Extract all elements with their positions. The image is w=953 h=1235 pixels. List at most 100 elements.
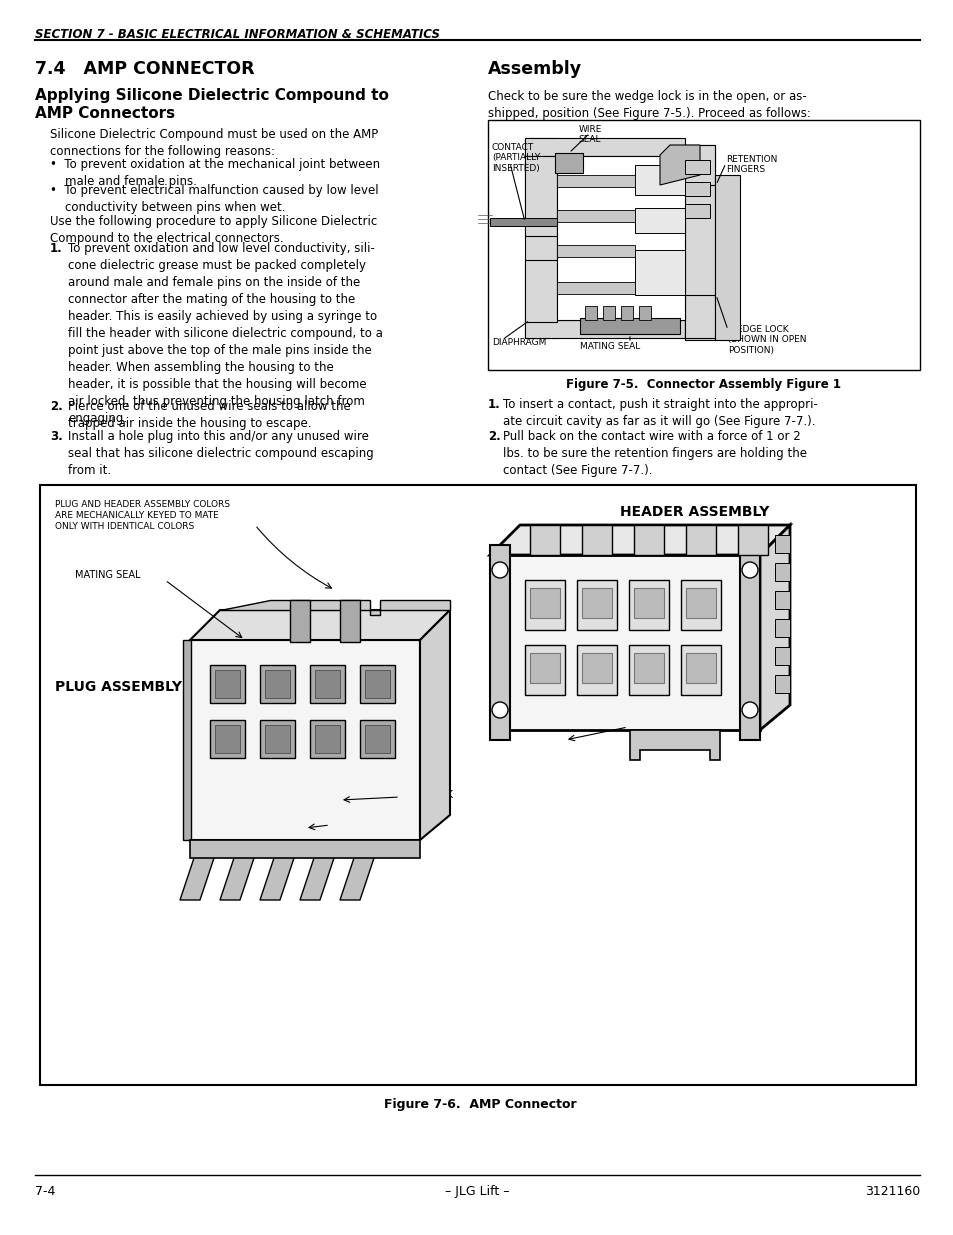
Polygon shape (740, 545, 760, 740)
Polygon shape (760, 525, 789, 730)
Bar (290, 600, 310, 642)
Polygon shape (524, 645, 564, 695)
Circle shape (492, 701, 507, 718)
Bar (774, 676, 789, 693)
Text: – JLG Lift –: – JLG Lift – (444, 1186, 509, 1198)
Polygon shape (299, 840, 339, 900)
Bar (639, 306, 650, 320)
Bar (190, 840, 419, 858)
Bar (581, 653, 612, 683)
Bar (365, 671, 390, 698)
Bar (265, 671, 290, 698)
Text: •  To prevent electrical malfunction caused by low level
    conductivity betwee: • To prevent electrical malfunction caus… (50, 184, 378, 214)
Bar (635, 249, 684, 295)
Polygon shape (310, 664, 345, 703)
Polygon shape (577, 645, 617, 695)
Bar (557, 245, 635, 257)
Bar (620, 306, 633, 320)
Text: HOUSING: HOUSING (316, 820, 363, 830)
Bar (579, 317, 679, 333)
Polygon shape (524, 580, 564, 630)
Polygon shape (210, 664, 245, 703)
Bar (524, 138, 684, 156)
Bar (557, 156, 684, 320)
Text: To insert a contact, push it straight into the appropri-
ate circuit cavity as f: To insert a contact, push it straight in… (502, 398, 817, 429)
Bar (584, 306, 597, 320)
Text: Pierce one of the unused wire seals to allow the
trapped air inside the housing : Pierce one of the unused wire seals to a… (68, 400, 351, 430)
Bar (214, 671, 240, 698)
Bar (524, 320, 684, 338)
Text: Check to be sure the wedge lock is in the open, or as-
shipped, position (See Fi: Check to be sure the wedge lock is in th… (488, 90, 810, 120)
Bar (265, 725, 290, 753)
Polygon shape (628, 580, 668, 630)
Circle shape (492, 562, 507, 578)
Polygon shape (310, 720, 345, 758)
Polygon shape (628, 645, 668, 695)
Polygon shape (419, 610, 450, 840)
Polygon shape (490, 525, 789, 555)
Bar (40, 485, 915, 1086)
Polygon shape (629, 730, 720, 760)
Text: WEDGE LOCK
(SHOWN IN OPEN
POSITION): WEDGE LOCK (SHOWN IN OPEN POSITION) (727, 325, 805, 354)
Bar (524, 156, 557, 236)
Text: MATING SEAL: MATING SEAL (579, 342, 639, 351)
Polygon shape (210, 720, 245, 758)
Text: Applying Silicone Dielectric Compound to
AMP Connectors: Applying Silicone Dielectric Compound to… (35, 88, 389, 121)
Text: SECTION 7 - BASIC ELECTRICAL INFORMATION & SCHEMATICS: SECTION 7 - BASIC ELECTRICAL INFORMATION… (35, 28, 439, 41)
Bar (714, 175, 740, 340)
Text: HEADER ASSEMBLY: HEADER ASSEMBLY (619, 505, 768, 519)
Text: Figure 7-5.  Connector Assembly Figure 1: Figure 7-5. Connector Assembly Figure 1 (566, 378, 841, 391)
Text: RETENTION
FINGERS: RETENTION FINGERS (725, 156, 777, 174)
Bar (488, 120, 919, 370)
Text: RETENTION LEG: RETENTION LEG (629, 720, 708, 730)
Polygon shape (190, 640, 419, 840)
Bar (634, 653, 663, 683)
Polygon shape (180, 840, 220, 900)
Polygon shape (490, 555, 760, 730)
Bar (684, 295, 714, 338)
Polygon shape (684, 182, 709, 196)
Polygon shape (359, 720, 395, 758)
Bar (684, 144, 714, 185)
Polygon shape (634, 525, 663, 555)
Bar (557, 175, 635, 186)
Bar (774, 647, 789, 664)
Bar (365, 725, 390, 753)
Text: MATING SEAL: MATING SEAL (75, 571, 140, 580)
Text: 3.: 3. (50, 430, 63, 443)
Polygon shape (260, 720, 294, 758)
Text: 1.: 1. (488, 398, 500, 411)
Text: WEDGE LOCK: WEDGE LOCK (387, 790, 453, 800)
Polygon shape (260, 840, 299, 900)
Bar (685, 653, 716, 683)
Bar (634, 588, 663, 618)
Polygon shape (680, 645, 720, 695)
Text: Silicone Dielectric Compound must be used on the AMP
connections for the followi: Silicone Dielectric Compound must be use… (50, 128, 377, 158)
Polygon shape (685, 525, 716, 555)
Bar (555, 153, 582, 173)
Bar (524, 261, 557, 322)
Polygon shape (220, 600, 450, 615)
Text: 1.: 1. (50, 242, 63, 254)
Polygon shape (581, 525, 612, 555)
Bar (339, 600, 359, 642)
Text: •  To prevent oxidation at the mechanical joint between
    male and female pins: • To prevent oxidation at the mechanical… (50, 158, 379, 188)
Bar (183, 640, 191, 840)
Bar (530, 588, 559, 618)
Text: Install a hole plug into this and/or any unused wire
seal that has silicone diel: Install a hole plug into this and/or any… (68, 430, 374, 477)
Bar (684, 144, 714, 340)
Polygon shape (490, 545, 510, 740)
Circle shape (741, 562, 758, 578)
Bar (581, 588, 612, 618)
Polygon shape (684, 161, 709, 174)
Bar (557, 210, 635, 222)
Bar (314, 671, 339, 698)
Text: To prevent oxidation and low level conductivity, sili-
cone dielectric grease mu: To prevent oxidation and low level condu… (68, 242, 382, 425)
Text: Use the following procedure to apply Silicone Dielectric
Compound to the electri: Use the following procedure to apply Sil… (50, 215, 376, 245)
Polygon shape (577, 580, 617, 630)
Text: 7-4: 7-4 (35, 1186, 55, 1198)
Polygon shape (260, 664, 294, 703)
Bar (635, 165, 684, 195)
Bar (774, 563, 789, 580)
Bar (557, 282, 635, 294)
